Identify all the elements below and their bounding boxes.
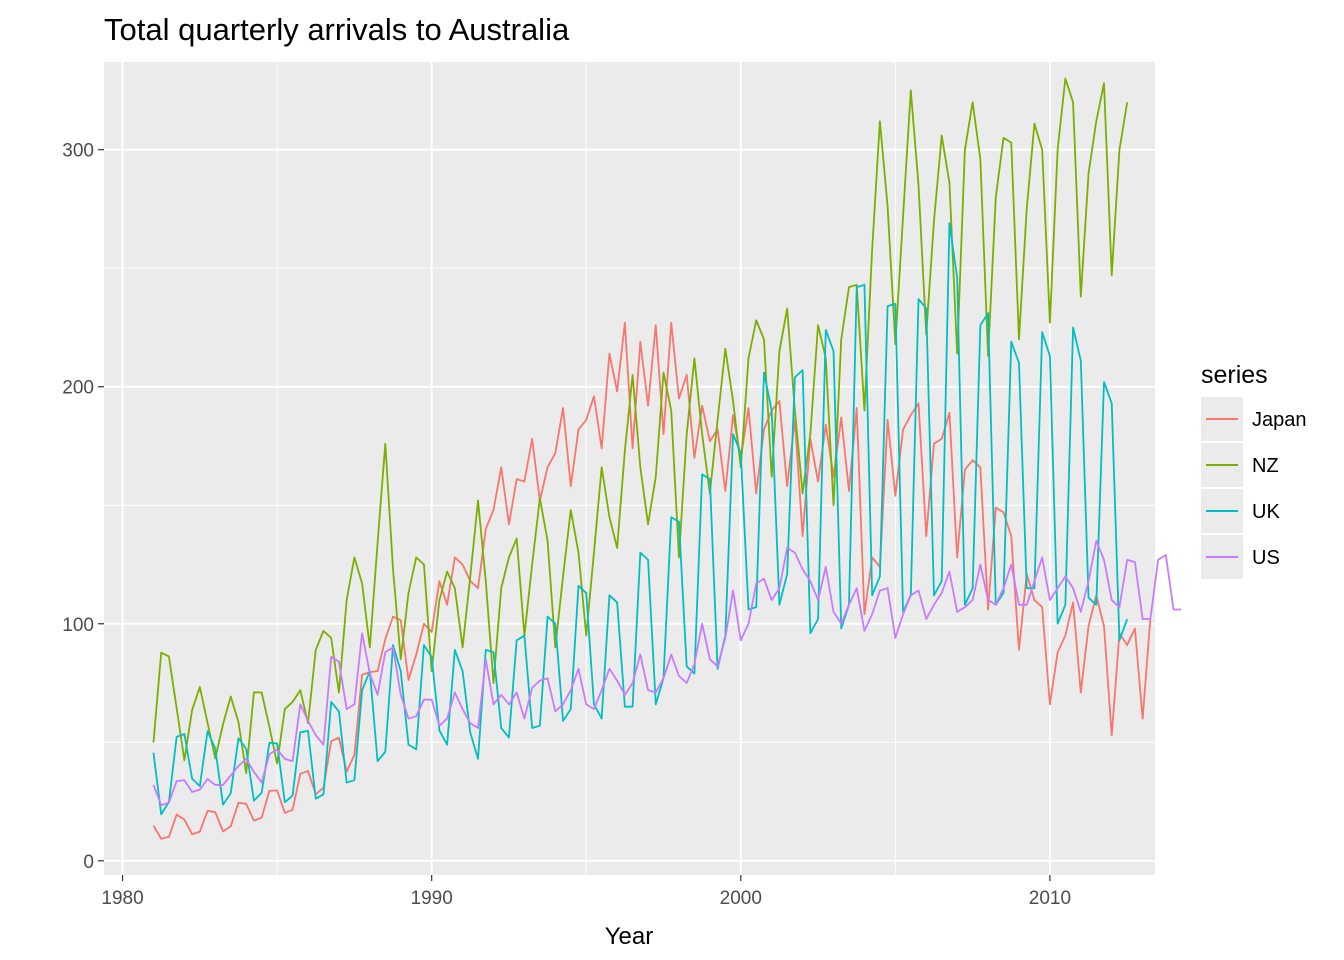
x-tick-label: 1980 — [101, 888, 143, 909]
series-line-nz — [152, 77, 1129, 774]
x-tick-label: 2000 — [720, 888, 762, 909]
legend-title: series — [1201, 361, 1268, 389]
y-axis: 0 100 200 300 — [62, 141, 104, 873]
x-axis-title: Year — [605, 923, 654, 950]
grid-lines — [104, 62, 1155, 875]
y-tick-label: 0 — [83, 852, 94, 873]
x-tick-label: 2010 — [1029, 888, 1071, 909]
x-tick-label: 1990 — [411, 888, 453, 909]
series-lines — [152, 77, 1182, 840]
legend-label-us: US — [1252, 547, 1280, 569]
series-line-uk — [152, 222, 1129, 816]
series-line-us — [152, 539, 1182, 806]
chart-title: Total quarterly arrivals to Australia — [104, 12, 570, 47]
y-tick-label: 200 — [62, 378, 94, 399]
x-axis: 1980 1990 2000 2010 — [101, 875, 1071, 909]
y-tick-label: 100 — [62, 615, 94, 636]
legend-label-japan: Japan — [1252, 409, 1307, 431]
legend-label-nz: NZ — [1252, 455, 1279, 477]
legend: series Japan NZ UK US — [1201, 361, 1307, 579]
legend-label-uk: UK — [1252, 501, 1280, 523]
y-tick-label: 300 — [62, 141, 94, 162]
series-line-japan — [152, 321, 1152, 840]
